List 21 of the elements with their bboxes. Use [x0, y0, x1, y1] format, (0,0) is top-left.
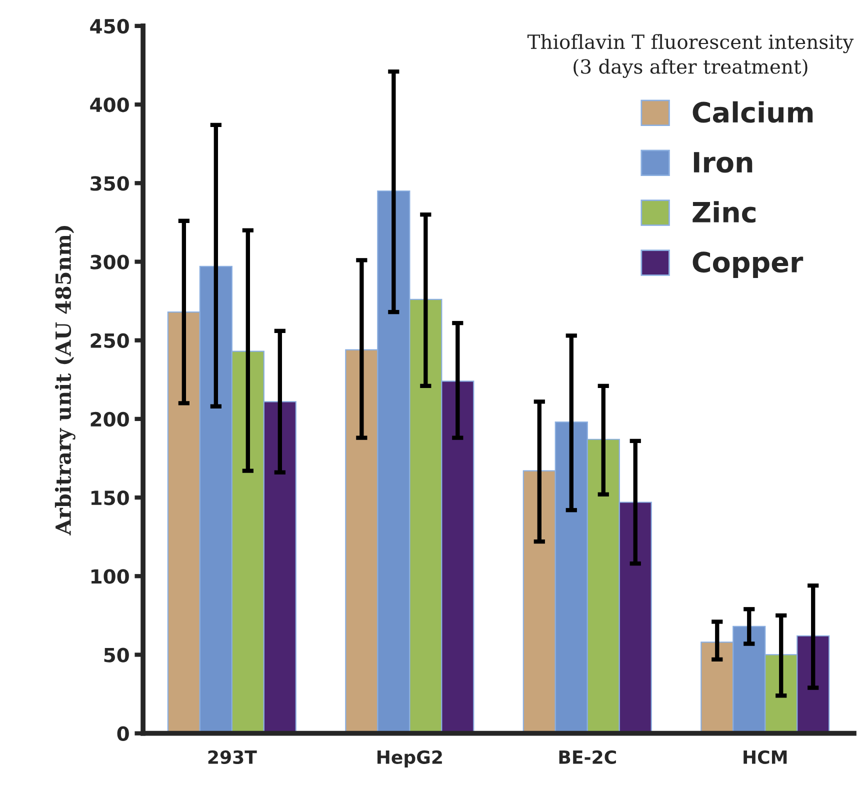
- y-tick-label: 350: [90, 176, 129, 191]
- legend-label: Iron: [694, 152, 752, 173]
- legend-label: Copper: [692, 252, 804, 278]
- x-tick-label: 293T: [208, 750, 257, 764]
- y-tick-label: 250: [90, 333, 129, 348]
- y-tick-label: 200: [90, 412, 129, 427]
- legend-label: Zinc: [692, 201, 756, 223]
- x-tick-label: HCM: [744, 750, 787, 764]
- y-tick-label: 400: [90, 97, 129, 112]
- y-axis-title: Arbitrary unit (AU 485nm): [54, 226, 76, 536]
- y-tick-label: 300: [90, 254, 129, 270]
- text: (3 days after treatment): [574, 58, 808, 78]
- chart-title: Thioflavin T fluorescent intensity: [527, 34, 854, 54]
- y-tick-label: 450: [90, 18, 129, 34]
- y-tick-label: 0: [117, 726, 129, 741]
- y-tick-label: 150: [91, 490, 129, 506]
- y-tick-label: 100: [91, 569, 129, 584]
- y-tick-label: 50: [104, 648, 129, 662]
- legend-label: Calcium: [692, 101, 813, 123]
- x-tick-label: BE-2C: [559, 750, 616, 764]
- x-tick-label: HepG2: [377, 750, 442, 768]
